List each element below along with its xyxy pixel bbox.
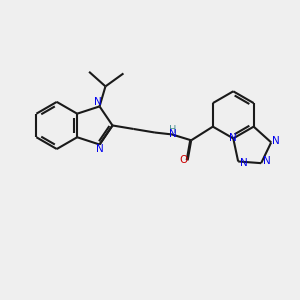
Text: N: N bbox=[96, 144, 104, 154]
Text: N: N bbox=[230, 134, 237, 143]
Text: N: N bbox=[272, 136, 280, 146]
Text: H: H bbox=[169, 124, 176, 134]
Text: N: N bbox=[169, 129, 176, 140]
Text: N: N bbox=[94, 97, 102, 107]
Text: N: N bbox=[263, 155, 271, 166]
Text: N: N bbox=[240, 158, 248, 168]
Text: O: O bbox=[179, 155, 188, 165]
